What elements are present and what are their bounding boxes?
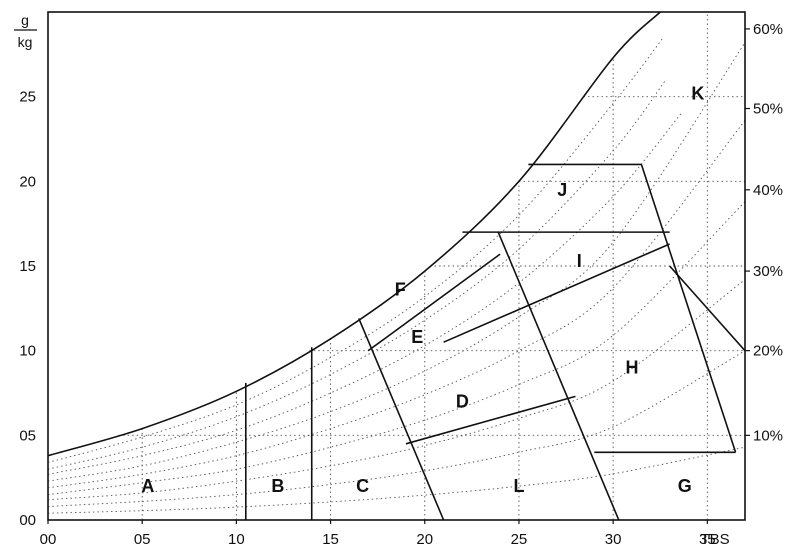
x-tick-label: 05 <box>134 531 151 548</box>
zone-boundary-line <box>358 318 445 520</box>
y-tick-label: 25 <box>19 89 36 106</box>
y-tick-label: 15 <box>19 258 36 275</box>
y-tick-label: 05 <box>19 427 36 444</box>
plot-frame <box>47 11 746 521</box>
rh-percent-label: 50% <box>753 101 783 118</box>
zone-boundary-line <box>405 395 576 445</box>
x-tick-label: 10 <box>228 531 245 548</box>
rh-percent-labels: 10% 20% 30% 40% 50% 60% <box>745 21 783 444</box>
rh-line <box>48 113 682 475</box>
rh-line <box>48 42 745 482</box>
zone-label-h: H <box>625 358 638 378</box>
y-tick-label: 10 <box>19 343 36 360</box>
y-unit-bottom: kg <box>18 34 33 50</box>
relative-humidity-lines <box>48 38 745 514</box>
x-tick-label: 30 <box>605 531 622 548</box>
zone-label-j: J <box>557 180 567 200</box>
x-tick-label: 15 <box>322 531 339 548</box>
zone-label-e: E <box>411 327 423 347</box>
rh-percent-label: 10% <box>753 427 783 444</box>
zone-label-i: I <box>577 251 582 271</box>
grid-lines <box>118 12 745 520</box>
y-axis-ticks: 00 05 10 15 20 25 <box>19 89 36 529</box>
x-axis-ticks: 00 05 10 15 20 25 30 35 <box>40 520 716 548</box>
zone-boundary-line <box>640 164 737 453</box>
x-tick-label: 00 <box>40 531 57 548</box>
zone-boundary-line <box>497 231 620 520</box>
zone-label-k: K <box>691 83 704 103</box>
rh-line <box>48 279 745 501</box>
saturation-curve-layer <box>48 12 661 457</box>
zone-label-a: A <box>141 476 154 496</box>
zone-label-l: L <box>513 476 524 496</box>
saturation-curve <box>48 12 661 457</box>
y-unit-top: g <box>21 12 29 28</box>
x-axis-unit-label: TBS <box>700 531 729 548</box>
rh-percent-label: 20% <box>753 343 783 360</box>
x-tick-label: 35 <box>699 531 716 548</box>
rh-line <box>48 120 745 489</box>
zone-boundary-line <box>443 243 670 343</box>
zone-boundary-line <box>669 265 745 352</box>
zone-label-d: D <box>456 391 469 411</box>
y-tick-label: 00 <box>19 512 36 529</box>
zone-labels: A B C D E F G H I J K L <box>141 83 704 496</box>
zone-label-f: F <box>395 280 406 300</box>
rh-percent-label: 40% <box>753 182 783 199</box>
zone-label-b: B <box>271 476 284 496</box>
rh-percent-label: 60% <box>753 21 783 38</box>
rh-line <box>48 201 745 496</box>
y-tick-label: 20 <box>19 173 36 190</box>
x-tick-label: 20 <box>416 531 433 548</box>
x-tick-label: 25 <box>511 531 528 548</box>
rh-line <box>48 38 663 463</box>
rh-percent-label: 30% <box>753 263 783 280</box>
zone-label-c: C <box>356 476 369 496</box>
zone-boundaries <box>244 163 745 520</box>
y-axis-unit: g kg <box>14 12 37 50</box>
zone-boundary-line <box>367 253 501 352</box>
zone-label-g: G <box>678 476 692 496</box>
rh-line <box>48 350 745 507</box>
